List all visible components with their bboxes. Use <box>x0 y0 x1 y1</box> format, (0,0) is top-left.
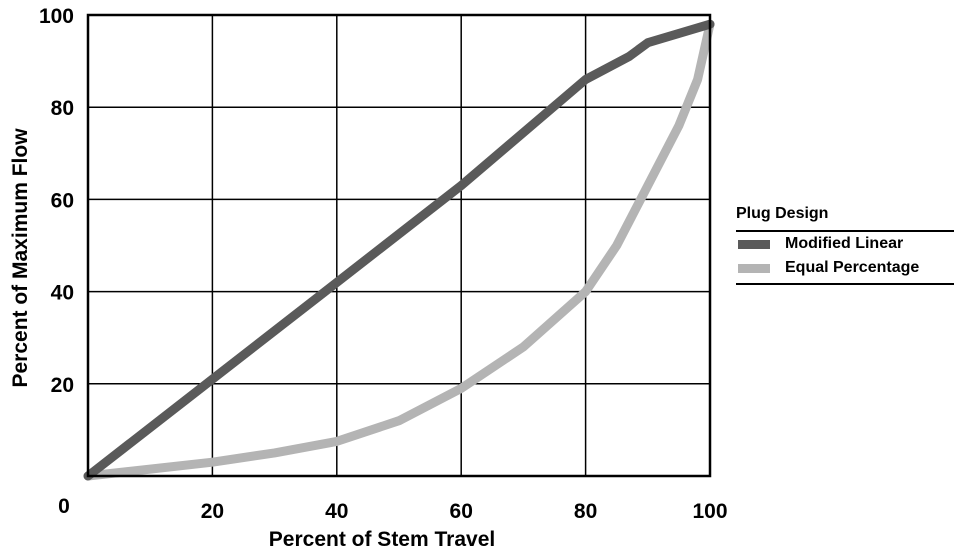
legend-title: Plug Design <box>736 205 829 222</box>
y-tick-label: 100 <box>39 5 74 28</box>
grid <box>88 15 710 476</box>
legend-item-equal-percentage: Equal Percentage <box>736 256 954 280</box>
x-tick-label: 60 <box>450 500 473 523</box>
legend-bottom-rule <box>736 283 954 285</box>
origin-label: 0 <box>58 495 70 518</box>
x-tick-label: 20 <box>201 500 224 523</box>
series-line-modified-linear <box>83 19 715 481</box>
legend-label-equal-percentage: Equal Percentage <box>785 259 920 276</box>
legend-item-modified-linear: Modified Linear <box>736 232 954 256</box>
tick-labels: 20 40 60 80 100 20 40 60 80 100 0 <box>39 5 728 523</box>
legend-label-modified-linear: Modified Linear <box>785 235 904 252</box>
legend-swatch-modified-linear <box>738 239 770 249</box>
x-tick-label: 40 <box>325 500 348 523</box>
y-tick-label: 80 <box>51 97 74 120</box>
y-tick-label: 20 <box>51 374 74 397</box>
series-line-equal-percentage <box>83 19 715 481</box>
legend: Plug Design Modified Linear Equal Percen… <box>736 204 954 285</box>
y-tick-label: 40 <box>51 282 74 305</box>
x-tick-label: 100 <box>692 500 727 523</box>
y-tick-label: 60 <box>51 189 74 212</box>
x-axis-title: Percent of Stem Travel <box>269 528 495 551</box>
series-lines <box>83 19 715 481</box>
legend-top-rule <box>736 230 954 232</box>
legend-swatch-equal-percentage <box>738 263 770 273</box>
x-tick-label: 80 <box>574 500 597 523</box>
plot-frame <box>86 13 712 478</box>
y-axis-title: Percent of Maximum Flow <box>9 128 32 388</box>
